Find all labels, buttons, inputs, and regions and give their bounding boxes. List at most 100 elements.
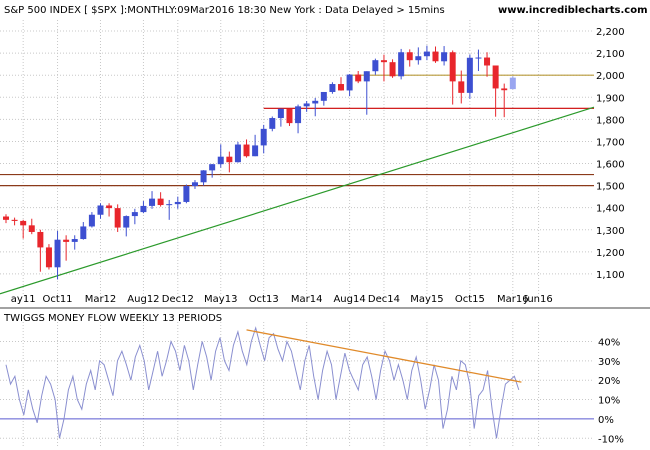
candle-body	[200, 170, 207, 183]
candle-body	[432, 51, 439, 62]
candle-body	[269, 118, 276, 129]
candle-body	[106, 205, 113, 209]
candle-body	[389, 62, 396, 77]
candle-body	[415, 56, 422, 61]
candle-body	[123, 216, 130, 228]
date-tick-label: Dec14	[368, 294, 400, 305]
price-tick-label: 1,700	[596, 137, 625, 148]
price-tick-label: 1,200	[596, 248, 625, 259]
indicator-tick-label: 40%	[598, 337, 620, 348]
candle-body	[174, 201, 181, 205]
candles	[3, 45, 516, 280]
date-tick-label: Oct11	[43, 294, 73, 305]
candle-body	[209, 164, 216, 171]
price-tick-label: 1,300	[596, 226, 625, 237]
candle-body	[234, 144, 241, 163]
price-tick-label: 1,400	[596, 204, 625, 215]
date-tick-label: Oct13	[249, 294, 279, 305]
date-tick-label: Oct15	[455, 294, 485, 305]
candle-body	[449, 52, 456, 82]
candle-body	[20, 220, 27, 226]
candle-body	[303, 103, 310, 107]
price-tick-label: 2,000	[596, 71, 625, 82]
candle-body	[88, 214, 95, 227]
date-axis-labels: ay11 Oct11 Mar12 Aug12 Dec12 May13 Oct13 Mar14 A…	[11, 294, 553, 305]
candle-body	[97, 205, 104, 215]
candle-body	[114, 208, 121, 228]
candle-body	[71, 239, 78, 242]
candle-body	[37, 231, 44, 248]
price-axis-labels: 1,100 1,200 1,300 1,400 1,500 1,600 1,700 1,800…	[596, 27, 625, 281]
candle-body	[484, 57, 491, 66]
candle-body	[509, 77, 516, 90]
candle-body	[372, 60, 379, 72]
price-tick-label: 1,600	[596, 160, 625, 171]
price-tick-label: 1,800	[596, 115, 625, 126]
candle-body	[149, 198, 156, 206]
candle-body	[492, 65, 499, 89]
candle-body	[183, 186, 190, 202]
candle-body	[217, 156, 224, 165]
money-flow-line	[5, 326, 520, 439]
candle-body	[423, 51, 430, 57]
candle-body	[157, 198, 164, 206]
candle-body	[54, 239, 61, 268]
price-tick-label: 1,900	[596, 93, 625, 104]
candle-body	[312, 100, 319, 104]
candle-body	[406, 52, 413, 61]
candle-body	[329, 84, 336, 92]
date-tick-label: Mar12	[85, 294, 117, 305]
candle-body	[338, 84, 345, 91]
candle-body	[501, 88, 508, 91]
price-tick-label: 1,500	[596, 182, 625, 193]
candle-body	[355, 74, 362, 82]
candle-body	[140, 205, 147, 213]
date-tick-label: Dec12	[162, 294, 194, 305]
date-tick-label: Aug14	[333, 294, 365, 305]
candle-body	[458, 81, 465, 93]
trendline	[0, 106, 595, 295]
candle-body	[131, 212, 138, 217]
price-tick-label: 2,200	[596, 27, 625, 38]
chart-title: S&P 500 INDEX [ $SPX ]:MONTHLY:09Mar2016…	[4, 5, 445, 16]
date-tick-label: ay11	[11, 294, 36, 305]
candle-body	[363, 71, 370, 82]
date-tick-label: Aug12	[127, 294, 159, 305]
candle-body	[466, 57, 473, 93]
indicator-tick-label: 30%	[598, 357, 620, 368]
site-name: www.incrediblecharts.com	[498, 5, 648, 16]
candle-body	[28, 225, 35, 232]
candle-body	[277, 108, 284, 119]
candle-body	[286, 108, 293, 124]
price-tick-label: 1,100	[596, 270, 625, 281]
indicator-tick-label: 20%	[598, 376, 620, 387]
indicator-title: TWIGGS MONEY FLOW WEEKLY 13 PERIODS	[3, 313, 222, 324]
indicator-tick-label: 10%	[598, 396, 620, 407]
candle-body	[191, 182, 198, 187]
price-tick-label: 2,100	[596, 49, 625, 60]
candle-body	[226, 156, 233, 163]
candle-body	[63, 239, 70, 242]
date-tick-label: May13	[204, 294, 237, 305]
candle-body	[295, 106, 302, 124]
candle-body	[398, 52, 405, 77]
candle-body	[3, 216, 9, 220]
candle-body	[346, 74, 353, 91]
candle-body	[243, 144, 250, 157]
candle-body	[166, 204, 173, 206]
date-tick-label: Mar14	[291, 294, 323, 305]
candle-body	[80, 226, 87, 240]
money-flow-series	[5, 326, 522, 439]
date-tick-label: Jun16	[523, 294, 552, 305]
candle-body	[260, 128, 267, 146]
indicator-tick-label: 0%	[598, 415, 614, 426]
date-tick-label: Mar16	[497, 294, 529, 305]
indicator-grid	[0, 340, 594, 439]
candle-body	[320, 91, 327, 101]
candle-body	[441, 52, 448, 62]
price-grid	[0, 20, 594, 446]
indicator-trendline	[246, 329, 522, 383]
candle-body	[380, 60, 387, 63]
candle-body	[45, 247, 52, 268]
